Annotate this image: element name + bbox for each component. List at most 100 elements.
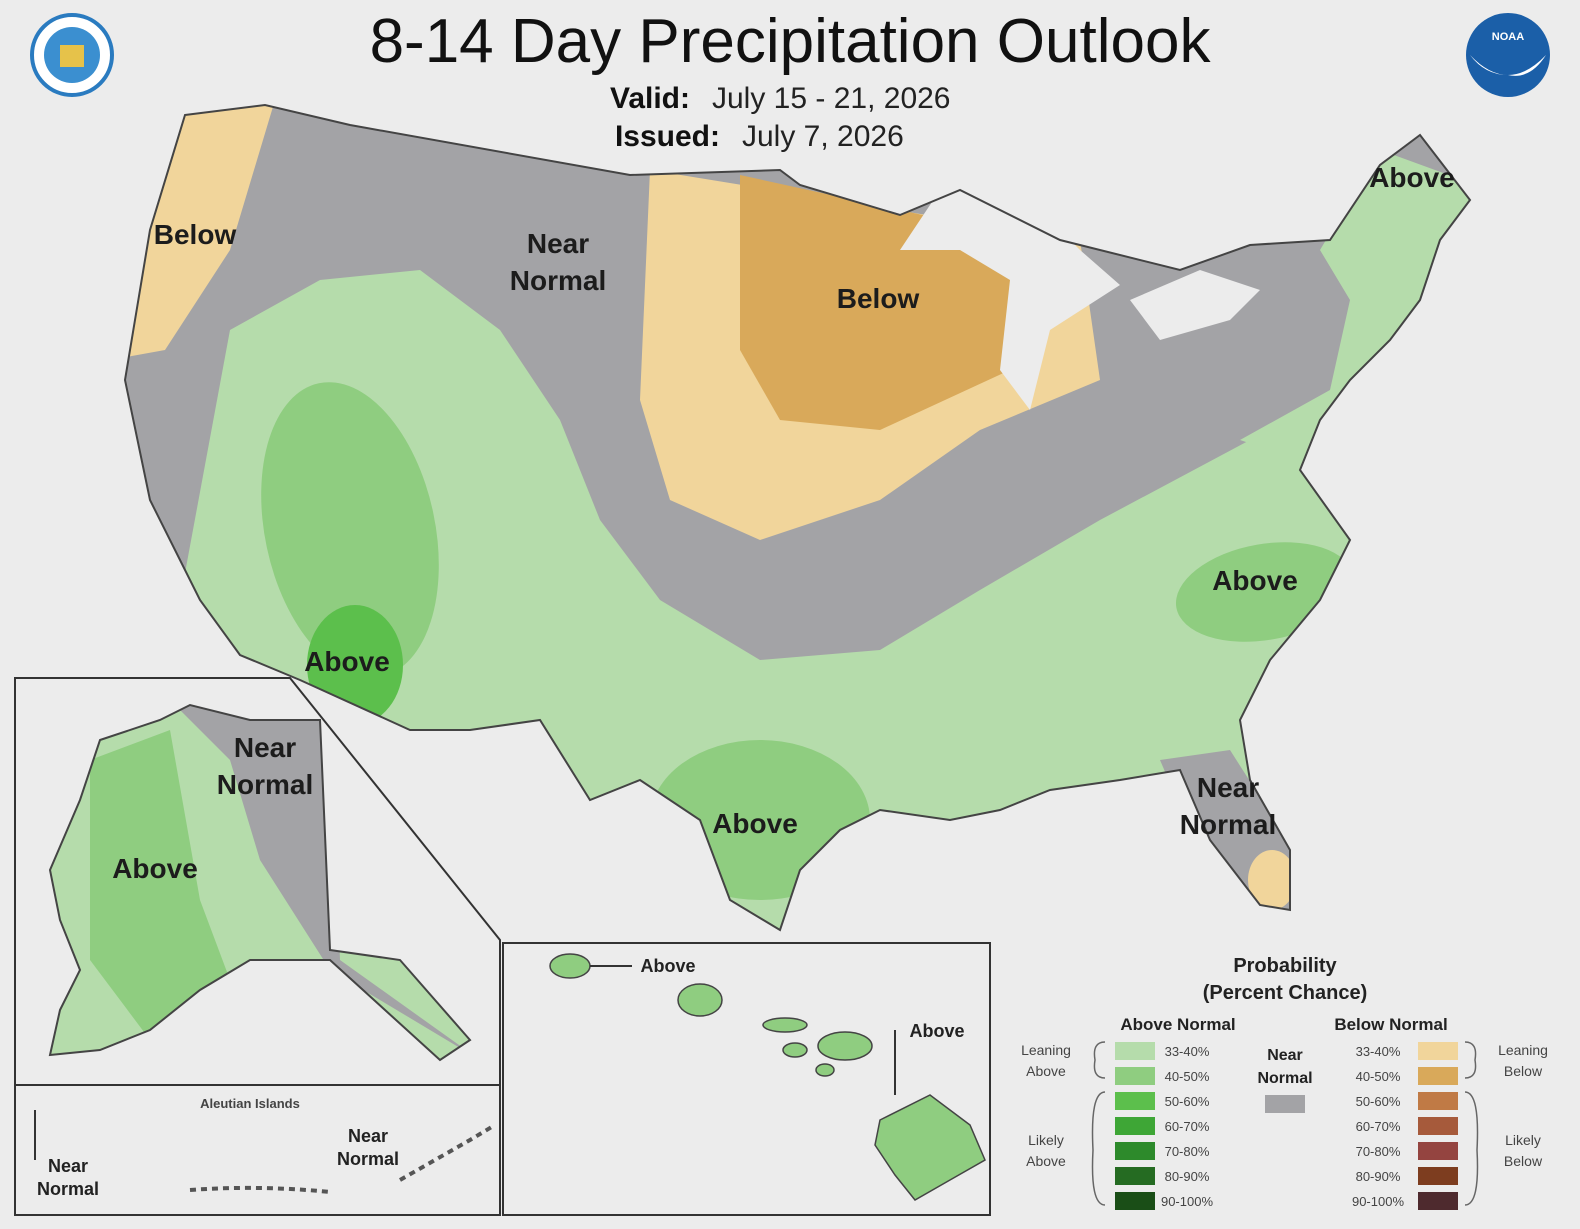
- text-line: Above: [1026, 1063, 1066, 1079]
- legend-swatch: [1418, 1092, 1458, 1110]
- text-line: Near: [1197, 772, 1259, 803]
- island: [874, 1094, 986, 1201]
- legend-bin-label: 33-40%: [1356, 1044, 1401, 1059]
- legend-near-label: Near Normal: [1257, 1047, 1312, 1087]
- legend-swatch: [1418, 1167, 1458, 1185]
- above-area: [261, 382, 439, 678]
- legend-bin-label: 50-60%: [1165, 1094, 1210, 1109]
- text-line: Normal: [1180, 809, 1276, 840]
- region-label: Near Normal: [37, 1156, 99, 1199]
- text-line: Below: [837, 283, 920, 314]
- legend-bin-label: 40-50%: [1356, 1069, 1401, 1084]
- below-area: [1248, 850, 1296, 910]
- legend-heading: Below Normal: [1334, 1015, 1447, 1034]
- text-line: Above: [909, 1021, 964, 1041]
- text-line: Likely: [1028, 1132, 1064, 1148]
- legend-swatch: [1418, 1067, 1458, 1085]
- legend-group-label: Likely Above: [1026, 1132, 1066, 1169]
- text-line: Likely: [1505, 1132, 1541, 1148]
- near-normal-area: [170, 705, 470, 1060]
- legend-swatch: [1115, 1067, 1155, 1085]
- text-line: Below: [154, 219, 237, 250]
- issued-label: Issued:: [615, 120, 720, 153]
- legend-title: Probability: [1233, 955, 1337, 977]
- region-label: Near Normal: [1180, 772, 1276, 840]
- text-line: Normal: [217, 769, 313, 800]
- valid-label: Valid:: [610, 82, 690, 115]
- island: [762, 1017, 808, 1033]
- region-label: Above: [909, 1021, 964, 1041]
- region-label: Above: [640, 956, 695, 976]
- legend-group-label: Leaning Below: [1498, 1042, 1548, 1079]
- legend-bin-label: 70-80%: [1356, 1144, 1401, 1159]
- region-label: Above: [1369, 162, 1455, 193]
- island: [782, 1042, 808, 1058]
- region-label: Near Normal: [217, 732, 313, 800]
- legend-bin-label: 90-100%: [1161, 1194, 1213, 1209]
- text-line: Near: [234, 732, 296, 763]
- region-label: Near Normal: [510, 228, 606, 296]
- legend-swatch: [1115, 1142, 1155, 1160]
- text-line: Below: [1504, 1153, 1543, 1169]
- legend: Probability (Percent Chance) Above Normal B…: [1021, 955, 1548, 1210]
- text-line: Near: [348, 1126, 388, 1146]
- legend-brace: [1091, 1041, 1106, 1206]
- inset-title: Aleutian Islands: [200, 1096, 300, 1111]
- legend-swatch: [1418, 1042, 1458, 1060]
- legend-swatch: [1418, 1117, 1458, 1135]
- region-label: Above: [712, 808, 798, 839]
- doc-logo: [30, 13, 114, 97]
- aleutian-inset: [14, 1084, 501, 1216]
- legend-group-label: Leaning Above: [1021, 1042, 1071, 1079]
- legend-bin-label: 40-50%: [1165, 1069, 1210, 1084]
- logo-text: NOAA: [1492, 31, 1524, 43]
- legend-swatch: [1265, 1095, 1305, 1113]
- legend-heading: Above Normal: [1120, 1015, 1235, 1034]
- region-label: Above: [112, 853, 198, 884]
- legend-bin-label: 60-70%: [1356, 1119, 1401, 1134]
- legend-bin-label: 70-80%: [1165, 1144, 1210, 1159]
- legend-swatch: [1115, 1167, 1155, 1185]
- alaska-outline: [48, 703, 472, 1062]
- legend-swatch: [1115, 1192, 1155, 1210]
- legend-bin-label: 50-60%: [1356, 1094, 1401, 1109]
- noaa-logo: NOAA: [1466, 13, 1550, 97]
- text-line: Near: [48, 1156, 88, 1176]
- logo-ring: [1466, 13, 1550, 97]
- legend-bin-label: 90-100%: [1352, 1194, 1404, 1209]
- issued-date: July 7, 2026: [742, 120, 904, 153]
- legend-group-label: Likely Below: [1504, 1132, 1543, 1169]
- region-label: Above: [1212, 565, 1298, 596]
- great-lakes: [1130, 270, 1260, 340]
- valid-dates: July 15 - 21, 2026: [712, 82, 951, 115]
- logo-wave: [1470, 55, 1546, 76]
- text-line: Leaning: [1021, 1042, 1071, 1058]
- legend-swatch: [1418, 1142, 1458, 1160]
- text-line: Normal: [37, 1179, 99, 1199]
- legend-swatch: [1418, 1192, 1458, 1210]
- legend-swatch: [1115, 1092, 1155, 1110]
- legend-swatch: [1115, 1042, 1155, 1060]
- text-line: Above: [712, 808, 798, 839]
- island: [815, 1063, 835, 1077]
- text-line: Near: [527, 228, 589, 259]
- hawaii: [549, 953, 986, 1201]
- title: 8-14 Day Precipitation Outlook: [370, 7, 1212, 76]
- region-label: Above: [304, 646, 390, 677]
- above-area: [1240, 150, 1470, 460]
- region-label: Below: [837, 283, 920, 314]
- text-line: Below: [1504, 1063, 1543, 1079]
- text-line: Normal: [510, 265, 606, 296]
- legend-subtitle: (Percent Chance): [1203, 982, 1368, 1004]
- text-line: Normal: [1257, 1070, 1312, 1087]
- region-label: Near Normal: [337, 1126, 399, 1169]
- island: [549, 953, 591, 979]
- text-line: Above: [112, 853, 198, 884]
- logo-shield: [60, 45, 84, 67]
- legend-bin-label: 80-90%: [1356, 1169, 1401, 1184]
- legend-bin-label: 60-70%: [1165, 1119, 1210, 1134]
- aleutian-chain: [189, 1123, 497, 1194]
- above-area: [90, 730, 230, 1040]
- text-line: Above: [1212, 565, 1298, 596]
- text-line: Leaning: [1498, 1042, 1548, 1058]
